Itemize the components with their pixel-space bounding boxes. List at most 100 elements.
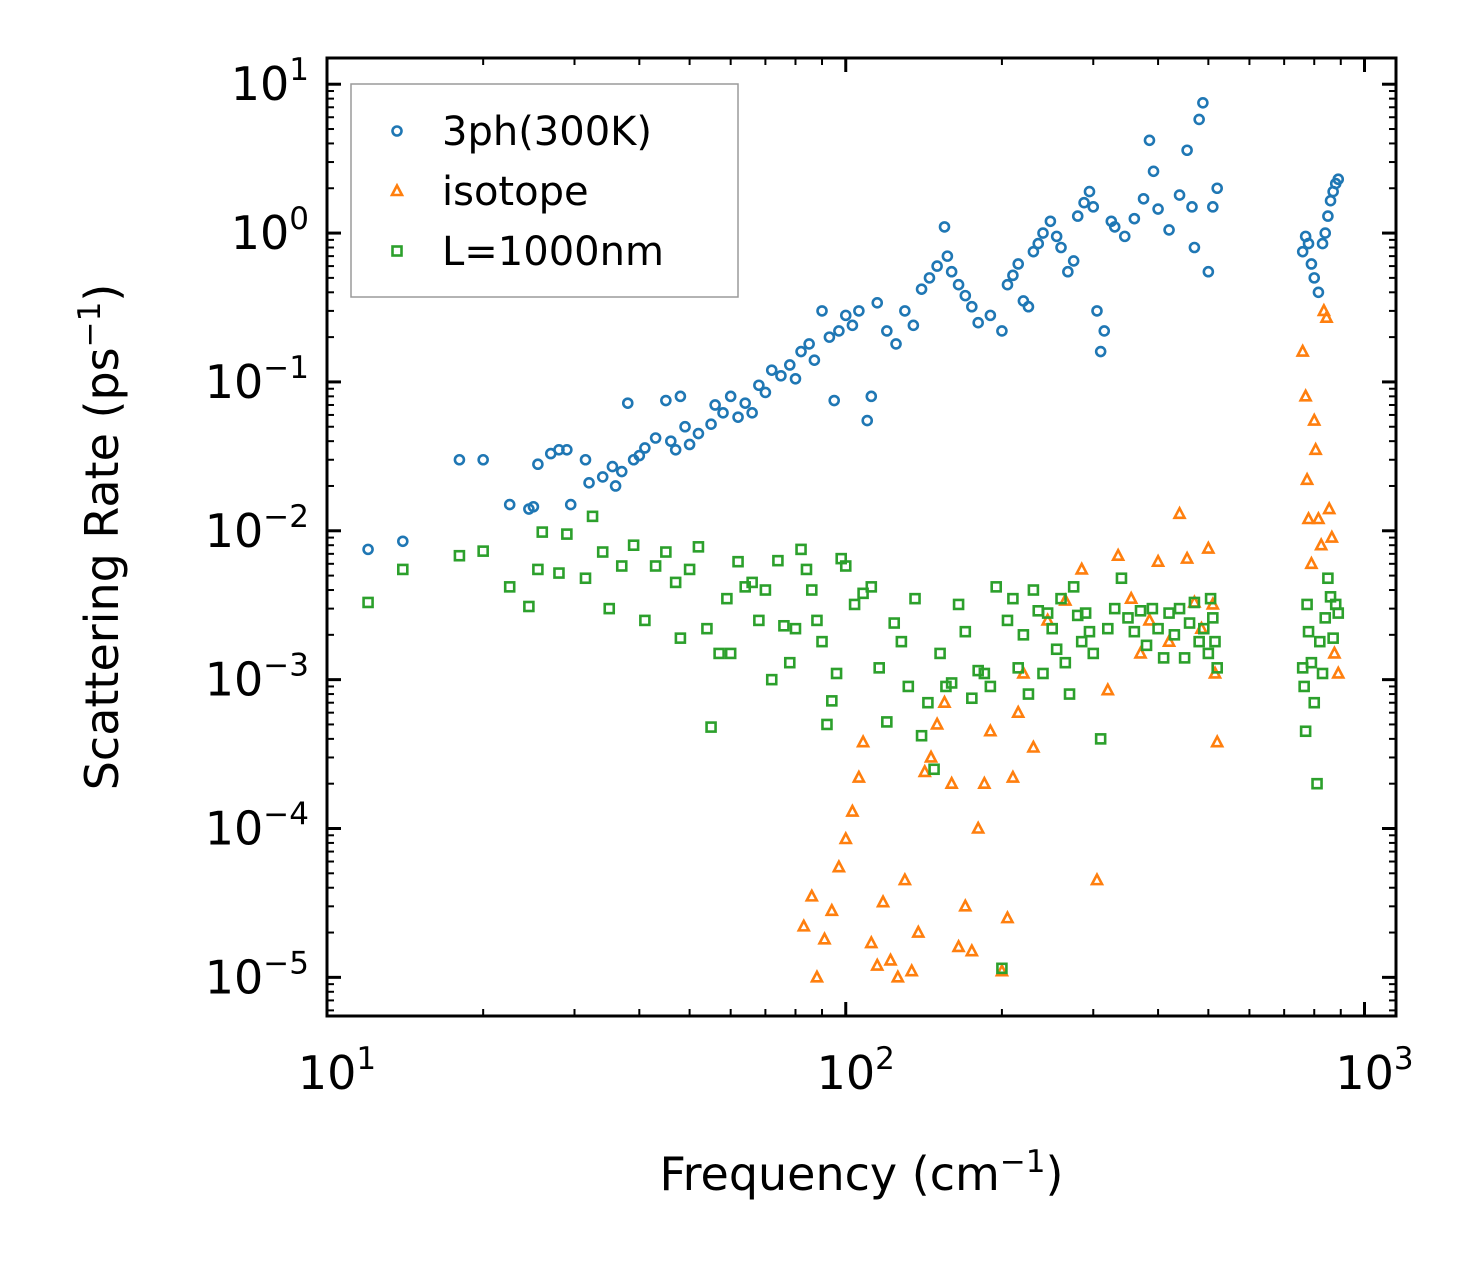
data-point [669, 576, 682, 589]
data-point [453, 453, 466, 466]
data-point [1094, 345, 1107, 358]
data-point [1005, 769, 1021, 783]
data-point [1201, 540, 1216, 554]
data-point [536, 526, 549, 538]
data-point [1115, 572, 1128, 585]
data-point [397, 563, 409, 576]
data-point [1183, 617, 1196, 629]
data-point [823, 331, 836, 343]
data-point [1146, 602, 1159, 615]
data-point [1000, 909, 1015, 924]
data-point [928, 763, 940, 776]
y-tick-label: 101 [231, 52, 309, 111]
data-point [1188, 241, 1201, 254]
data-point [724, 390, 737, 403]
data-point [532, 458, 544, 471]
data-point [871, 297, 884, 309]
data-point [1012, 258, 1025, 270]
data-point [1322, 500, 1337, 515]
data-point [966, 692, 978, 705]
data-point [1137, 192, 1150, 205]
data-point [1037, 667, 1049, 680]
data-point [945, 265, 958, 278]
data-point [1179, 550, 1195, 564]
data-point [904, 962, 919, 977]
data-point [1327, 645, 1342, 659]
data-point [1022, 300, 1035, 313]
data-point [1314, 536, 1329, 551]
data-point [1307, 412, 1322, 426]
data-point [890, 969, 905, 983]
data-point [944, 775, 959, 789]
data-point [883, 952, 898, 966]
data-point [759, 386, 772, 399]
data-point [717, 407, 729, 419]
data-point [881, 325, 893, 337]
data-point [1311, 777, 1323, 790]
plot-frame [325, 56, 1398, 1018]
series-triangle [796, 302, 1346, 983]
y-axis-title: Scattering Rate (ps−1) [72, 284, 129, 791]
y-tick-label-base: 10 [205, 653, 264, 707]
data-point [1304, 555, 1319, 570]
data-point [1319, 227, 1332, 239]
data-point [1178, 652, 1191, 664]
data-point [561, 443, 573, 456]
legend-box [350, 83, 739, 298]
data-point [665, 435, 677, 447]
data-point [959, 625, 972, 638]
data-point [679, 420, 691, 433]
data-point [971, 820, 986, 834]
data-point [609, 480, 622, 492]
data-point [477, 453, 489, 466]
x-axis-title-main: Frequency (cm [660, 1147, 1000, 1201]
data-point [951, 938, 966, 953]
data-point [1089, 871, 1105, 886]
data-point [1202, 265, 1215, 278]
data-point [1163, 224, 1175, 236]
data-point [990, 581, 1003, 593]
data-point [839, 560, 852, 572]
data-point [1037, 227, 1049, 239]
data-point [972, 664, 984, 677]
data-point [923, 749, 939, 763]
data-point [1091, 305, 1103, 317]
x-tick-label: 101 [298, 1041, 376, 1100]
data-point [1173, 189, 1186, 201]
data-point [1083, 625, 1096, 638]
data-point [503, 581, 516, 593]
data-point [1001, 278, 1014, 291]
data-point [532, 563, 544, 576]
x-tick-label-base: 10 [817, 1046, 876, 1100]
data-point [1211, 662, 1223, 674]
data-point [800, 563, 813, 576]
data-point [1322, 572, 1334, 585]
data-point [853, 305, 865, 317]
legend-marker-square [391, 245, 403, 257]
data-point [1207, 612, 1219, 624]
data-point [1067, 255, 1080, 267]
data-point [929, 716, 945, 730]
data-point [870, 957, 885, 971]
data-point [875, 893, 891, 908]
data-point [705, 721, 717, 733]
data-point [1186, 201, 1198, 213]
data-point [1305, 656, 1318, 669]
data-point [838, 830, 853, 845]
data-point [1078, 196, 1090, 209]
x-tick-label-exp: 3 [1394, 1041, 1414, 1077]
data-point [1062, 265, 1074, 278]
data-point [897, 871, 913, 886]
legend-entries: 3ph(300K) isotope L=1000nm [389, 109, 664, 275]
data-point [1332, 607, 1345, 619]
data-point [527, 500, 540, 513]
data-point [1087, 647, 1100, 660]
data-point [789, 372, 802, 385]
data-point [1124, 590, 1139, 604]
data-point [1172, 505, 1187, 520]
x-tick-label-base: 10 [1335, 1046, 1394, 1100]
x-tick-label: 102 [817, 1041, 895, 1100]
data-point [1322, 210, 1334, 222]
data-point [931, 260, 943, 272]
